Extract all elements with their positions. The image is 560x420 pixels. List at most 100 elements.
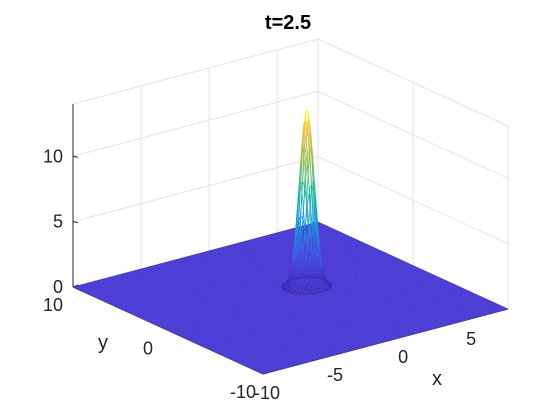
peak-mesh-line [294, 292, 296, 294]
peak-mesh-line [313, 289, 316, 292]
peak-mesh-line [296, 235, 298, 246]
peak-mesh-line [314, 283, 317, 287]
peak-mesh-line [307, 230, 309, 238]
peak-mesh-line [302, 199, 304, 207]
peak-mesh-line [313, 183, 315, 187]
peak-mesh-line [306, 282, 308, 285]
peak-mesh-line [310, 150, 312, 154]
peak-mesh-line [310, 132, 312, 142]
y-axis-title: y [98, 332, 108, 354]
peak-mesh-line [302, 132, 304, 141]
x-tick-label: 0 [398, 347, 408, 367]
peak-mesh-line [314, 280, 316, 284]
peak-mesh-line [287, 289, 290, 291]
peak-mesh-line [308, 256, 310, 261]
peak-mesh-line [297, 263, 300, 270]
peak-mesh-line [304, 288, 306, 291]
peak-mesh-line [296, 257, 298, 265]
peak-mesh-line [329, 284, 331, 286]
surface-mesh-line [82, 226, 328, 292]
peak-mesh-line [312, 199, 314, 212]
peak-mesh-line [284, 285, 286, 287]
peak-mesh-line [317, 275, 319, 278]
peak-mesh-line [306, 122, 308, 128]
peak-mesh-line [301, 218, 304, 230]
peak-mesh-line [307, 282, 310, 285]
peak-mesh-line [309, 268, 312, 272]
peak-mesh-line [297, 223, 300, 234]
peak-mesh-line [311, 273, 313, 276]
peak-mesh-line [300, 241, 303, 250]
peak-mesh-line [312, 182, 315, 184]
peak-mesh-line [295, 290, 298, 293]
peak-mesh-line [310, 293, 312, 295]
peak-mesh-line [290, 278, 292, 281]
peak-mesh-line [297, 261, 299, 267]
peak-mesh-line [315, 195, 317, 203]
peak-mesh-line [311, 182, 314, 186]
peak-mesh-line [306, 159, 308, 168]
peak-mesh-line [304, 173, 306, 187]
peak-mesh-line [306, 208, 308, 220]
peak-mesh-line [311, 249, 313, 259]
peak-mesh-line [328, 285, 330, 287]
peak-mesh-line [329, 286, 331, 288]
peak-mesh-line [302, 266, 304, 268]
peak-mesh-line [309, 186, 311, 190]
surface-mesh-line [301, 226, 492, 314]
peak-mesh-line [305, 111, 307, 116]
peak-mesh-line [323, 275, 325, 277]
peak-mesh-line [309, 121, 311, 126]
peak-mesh-line [327, 281, 329, 284]
peak-mesh-line [302, 291, 304, 293]
peak-mesh-line [309, 147, 311, 151]
peak-mesh-line [305, 186, 307, 198]
peak-mesh-line [295, 264, 297, 271]
peak-mesh-line [291, 273, 294, 277]
peak-mesh-line [312, 292, 314, 294]
peak-mesh-line [320, 259, 323, 263]
peak-mesh-line [320, 291, 322, 293]
peak-mesh-line [311, 148, 313, 152]
peak-mesh-line [290, 290, 293, 293]
peak-mesh-line [303, 122, 305, 127]
peak-mesh-line [309, 157, 312, 171]
peak-mesh-line [307, 111, 309, 117]
peak-mesh-line [314, 194, 316, 206]
peak-mesh-line [310, 146, 312, 149]
peak-mesh-line [297, 289, 299, 292]
peak-mesh-line [308, 178, 310, 192]
peak-mesh-line [297, 204, 299, 215]
peak-mesh-line [310, 285, 312, 289]
peak-mesh-line [303, 159, 306, 168]
peak-mesh-line [295, 286, 297, 288]
peak-mesh-line [295, 278, 297, 283]
peak-mesh-line [315, 274, 318, 280]
peak-mesh-line [291, 261, 293, 266]
peak-mesh-line [312, 258, 314, 262]
peak-mesh-line [321, 289, 323, 292]
peak-mesh-line [307, 247, 310, 253]
peak-mesh-line [306, 267, 308, 271]
peak-mesh-line [303, 198, 305, 212]
peak-mesh-line [316, 257, 319, 263]
peak-mesh-line [311, 267, 314, 271]
peak-mesh-line [302, 222, 304, 233]
peak-mesh-line [287, 279, 289, 281]
peak-mesh-line [302, 154, 304, 168]
peak-mesh-line [295, 218, 298, 226]
peak-mesh-line [308, 273, 310, 276]
peak-mesh-line [307, 260, 310, 265]
peak-mesh-line [299, 230, 301, 240]
peak-mesh-line [321, 285, 323, 288]
peak-mesh-line [295, 285, 297, 287]
peak-mesh-line [292, 289, 294, 291]
surface-mesh-line [313, 222, 504, 311]
peak-mesh-line [296, 203, 299, 211]
peak-mesh-line [312, 164, 315, 175]
peak-mesh-line [304, 277, 307, 281]
peak-mesh-line [313, 283, 316, 285]
peak-mesh-line [313, 246, 315, 256]
peak-mesh-line [306, 290, 309, 293]
